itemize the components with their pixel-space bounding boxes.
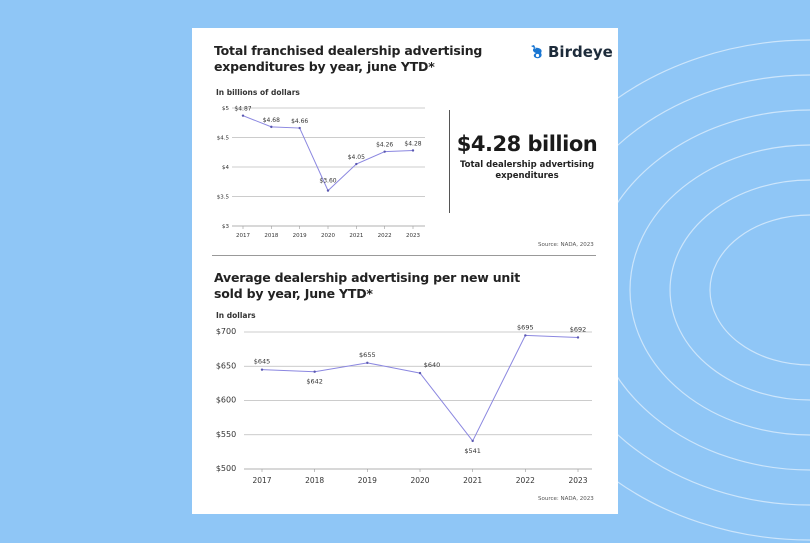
data-point xyxy=(524,334,527,337)
data-label: $695 xyxy=(517,323,534,331)
data-label: $4.66 xyxy=(291,118,308,125)
x-tick-label: 2021 xyxy=(463,476,482,485)
data-point xyxy=(576,336,580,339)
data-label: $692 xyxy=(570,325,587,333)
data-point xyxy=(355,162,358,166)
x-tick-label: 2023 xyxy=(568,476,587,485)
swirl-line xyxy=(629,144,810,436)
series-line xyxy=(261,334,579,442)
caption-line: expenditures xyxy=(495,171,559,181)
x-tick-label: 2017 xyxy=(236,233,250,239)
y-tick-label: $4 xyxy=(222,165,229,171)
top-source: Source: NADA, 2023 xyxy=(538,242,594,248)
data-label: $541 xyxy=(464,447,481,455)
top-unit-label: In billions of dollars xyxy=(216,88,300,97)
top-chart-title: Total franchised dealership advertising … xyxy=(214,43,482,75)
data-point xyxy=(326,189,330,192)
title-line: Average dealership advertising per new u… xyxy=(214,270,520,285)
bottom-chart-title: Average dealership advertising per new u… xyxy=(214,270,520,302)
swirl-line xyxy=(669,179,810,401)
x-tick-label: 2022 xyxy=(516,476,535,485)
x-tick-label: 2018 xyxy=(264,233,278,239)
swirl-line xyxy=(589,109,810,471)
y-tick-label: $3 xyxy=(222,224,229,230)
bottom-unit-label: In dollars xyxy=(216,311,256,320)
x-tick-label: 2020 xyxy=(410,476,429,485)
data-label: $3.60 xyxy=(319,178,336,185)
data-label: $4.87 xyxy=(234,106,251,113)
bottom-line-chart: $700 $650 $600 $550 $500 2017 2018 2019 2020 2021… xyxy=(216,323,592,485)
y-tick-label: $600 xyxy=(216,396,236,405)
vertical-divider xyxy=(449,110,450,213)
caption-line: Total dealership advertising xyxy=(459,160,595,170)
data-point xyxy=(270,125,273,129)
data-point xyxy=(260,368,264,371)
bottom-source: Source: NADA, 2023 xyxy=(538,496,594,502)
birdeye-logo: Birdeye xyxy=(530,43,613,61)
x-tick-label: 2019 xyxy=(293,233,307,239)
data-label: $4.28 xyxy=(404,140,421,147)
x-tick-label: 2018 xyxy=(305,476,324,485)
data-point xyxy=(241,114,245,117)
y-tick-label: $4.5 xyxy=(217,136,230,142)
top-line-chart: $5 $4.5 $4 $3.5 $3 2017 2018 2019 2020 2021 2022 20… xyxy=(217,106,425,239)
brand-name: Birdeye xyxy=(548,43,613,61)
x-tick-label: 2021 xyxy=(349,233,363,239)
x-tick-label: 2020 xyxy=(321,233,335,239)
data-label: $640 xyxy=(424,361,441,369)
highlight-value: $4.28 billion xyxy=(456,132,598,156)
section-divider xyxy=(212,255,596,256)
data-point xyxy=(411,149,415,152)
data-label: $4.68 xyxy=(263,117,280,124)
title-line: Total franchised dealership advertising xyxy=(214,43,483,58)
data-point xyxy=(313,370,316,373)
data-label: $655 xyxy=(359,351,376,359)
x-tick-label: 2019 xyxy=(358,476,377,485)
data-label: $4.26 xyxy=(376,142,393,149)
y-tick-label: $650 xyxy=(216,361,236,370)
data-point xyxy=(383,150,386,153)
y-tick-label: $3.5 xyxy=(217,195,230,201)
x-tick-label: 2023 xyxy=(406,233,420,239)
highlight-caption: Total dealership advertising expenditure… xyxy=(452,160,602,182)
y-tick-label: $550 xyxy=(216,430,236,439)
data-point xyxy=(298,126,301,130)
y-tick-label: $500 xyxy=(216,464,236,473)
title-line: expenditures by year, june YTD* xyxy=(214,59,435,74)
y-tick-label: $700 xyxy=(216,327,236,336)
data-point xyxy=(366,361,369,365)
title-line: sold by year, June YTD* xyxy=(214,286,373,301)
data-label: $645 xyxy=(254,358,271,366)
birdeye-bird-icon xyxy=(531,45,542,59)
data-label: $4.05 xyxy=(348,154,365,161)
x-tick-label: 2022 xyxy=(378,233,392,239)
data-label: $642 xyxy=(306,378,323,386)
swirl-line xyxy=(709,214,810,366)
y-tick-label: $5 xyxy=(222,106,229,112)
x-tick-label: 2017 xyxy=(252,476,271,485)
data-point xyxy=(418,371,422,375)
data-point xyxy=(471,439,474,443)
infographic-card: Total franchised dealership advertising … xyxy=(192,28,618,514)
